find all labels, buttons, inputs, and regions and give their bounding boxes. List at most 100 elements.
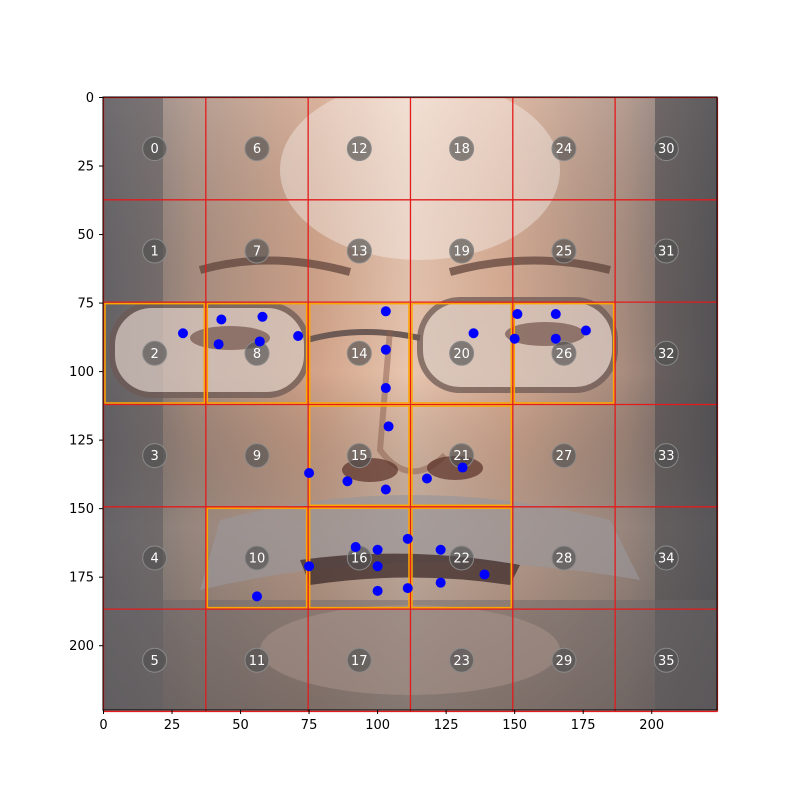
cell-label: 12 bbox=[351, 142, 368, 157]
cell-label: 30 bbox=[658, 142, 675, 157]
cell-label-badge bbox=[142, 545, 168, 571]
landmark-point bbox=[257, 311, 268, 322]
landmark-point bbox=[468, 328, 479, 339]
cell-label: 3 bbox=[151, 449, 159, 464]
landmark-point bbox=[293, 330, 304, 341]
landmark-point bbox=[457, 462, 468, 473]
cell-label: 27 bbox=[556, 449, 573, 464]
cell-label: 31 bbox=[658, 244, 675, 259]
cell-label-badge bbox=[653, 136, 679, 162]
landmark-point bbox=[213, 339, 224, 350]
highlighted-cell bbox=[308, 302, 410, 404]
highlighted-cell bbox=[308, 405, 410, 507]
cell-label-badge bbox=[142, 136, 168, 162]
cell-label: 11 bbox=[249, 654, 266, 669]
landmark-points bbox=[177, 306, 591, 602]
cell-label-badge bbox=[244, 238, 270, 264]
highlighted-cell bbox=[411, 405, 513, 507]
cell-label-badge bbox=[653, 340, 679, 366]
cell-label: 7 bbox=[253, 244, 261, 259]
cell-label: 0 bbox=[151, 142, 159, 157]
landmark-point bbox=[304, 468, 315, 479]
landmark-point bbox=[435, 544, 446, 555]
cell-label: 14 bbox=[351, 347, 368, 362]
cell-label: 4 bbox=[151, 551, 159, 566]
highlighted-cell bbox=[411, 302, 513, 404]
cell-label: 6 bbox=[253, 142, 261, 157]
landmark-point bbox=[380, 306, 391, 317]
cell-label-badge bbox=[551, 545, 577, 571]
highlighted-cell bbox=[411, 507, 513, 609]
x-tick-label: 0 bbox=[99, 718, 107, 733]
landmark-point bbox=[550, 309, 561, 320]
y-axis: 0 25 50 75 100 125 150 175 200 bbox=[69, 91, 103, 654]
cell-label-badge bbox=[653, 545, 679, 571]
cell-label-badge bbox=[142, 647, 168, 673]
cell-label-badge bbox=[346, 647, 372, 673]
cell-label: 21 bbox=[453, 449, 470, 464]
y-tick-label: 50 bbox=[77, 228, 94, 243]
grid-cell-labels: 0123456789101112131415161718192021222324… bbox=[142, 136, 679, 673]
landmark-point bbox=[580, 325, 591, 336]
cell-label-badge bbox=[551, 340, 577, 366]
x-axis: 0 25 50 75 100 125 150 175 200 bbox=[99, 710, 664, 733]
x-tick-label: 125 bbox=[434, 718, 459, 733]
landmark-point bbox=[380, 383, 391, 394]
cell-label-badge bbox=[551, 443, 577, 469]
landmark-point bbox=[380, 344, 391, 355]
plot-frame bbox=[102, 96, 718, 711]
cell-label: 2 bbox=[151, 347, 159, 362]
cell-label: 1 bbox=[151, 244, 159, 259]
highlighted-cells bbox=[104, 302, 615, 609]
landmark-point bbox=[383, 421, 394, 432]
cell-label: 9 bbox=[253, 449, 261, 464]
landmark-point bbox=[479, 569, 490, 580]
cell-label: 16 bbox=[351, 551, 368, 566]
landmark-point bbox=[350, 542, 361, 553]
cell-label-badge bbox=[449, 545, 475, 571]
cell-label: 32 bbox=[658, 347, 675, 362]
cell-label-badge bbox=[244, 647, 270, 673]
x-tick-label: 200 bbox=[639, 718, 664, 733]
cell-label: 15 bbox=[351, 449, 368, 464]
landmark-point bbox=[402, 533, 413, 544]
y-tick-label: 175 bbox=[69, 571, 94, 586]
highlighted-cell bbox=[104, 302, 206, 404]
cell-label: 17 bbox=[351, 654, 368, 669]
cell-label: 13 bbox=[351, 244, 368, 259]
landmark-point bbox=[550, 333, 561, 344]
cell-label-badge bbox=[653, 443, 679, 469]
landmark-point bbox=[177, 328, 188, 339]
landmark-point bbox=[512, 309, 523, 320]
landmark-point bbox=[372, 585, 383, 596]
cell-label-badge bbox=[653, 647, 679, 673]
cell-label-badge bbox=[449, 238, 475, 264]
x-tick-label: 75 bbox=[301, 718, 318, 733]
y-tick-label: 100 bbox=[69, 365, 94, 380]
landmark-point bbox=[509, 333, 520, 344]
y-tick-label: 25 bbox=[77, 160, 94, 175]
cell-label-badge bbox=[346, 340, 372, 366]
cell-label: 25 bbox=[556, 244, 573, 259]
cell-label: 10 bbox=[249, 551, 266, 566]
cell-label: 20 bbox=[453, 347, 470, 362]
y-tick-label: 150 bbox=[69, 502, 94, 517]
cell-label: 23 bbox=[453, 654, 470, 669]
landmark-point bbox=[304, 561, 315, 572]
cell-label: 29 bbox=[556, 654, 573, 669]
y-tick-label: 75 bbox=[77, 297, 94, 312]
landmark-point bbox=[435, 577, 446, 588]
x-tick-label: 50 bbox=[232, 718, 249, 733]
cell-label-badge bbox=[346, 443, 372, 469]
cell-label: 34 bbox=[658, 551, 675, 566]
cell-label: 18 bbox=[453, 142, 470, 157]
landmark-point bbox=[402, 583, 413, 594]
x-tick-label: 25 bbox=[164, 718, 181, 733]
highlighted-cell bbox=[513, 302, 615, 404]
cell-label-badge bbox=[449, 340, 475, 366]
cell-label: 5 bbox=[151, 654, 159, 669]
cell-label: 35 bbox=[658, 654, 675, 669]
landmark-point bbox=[380, 484, 391, 495]
highlighted-cell bbox=[308, 507, 410, 609]
